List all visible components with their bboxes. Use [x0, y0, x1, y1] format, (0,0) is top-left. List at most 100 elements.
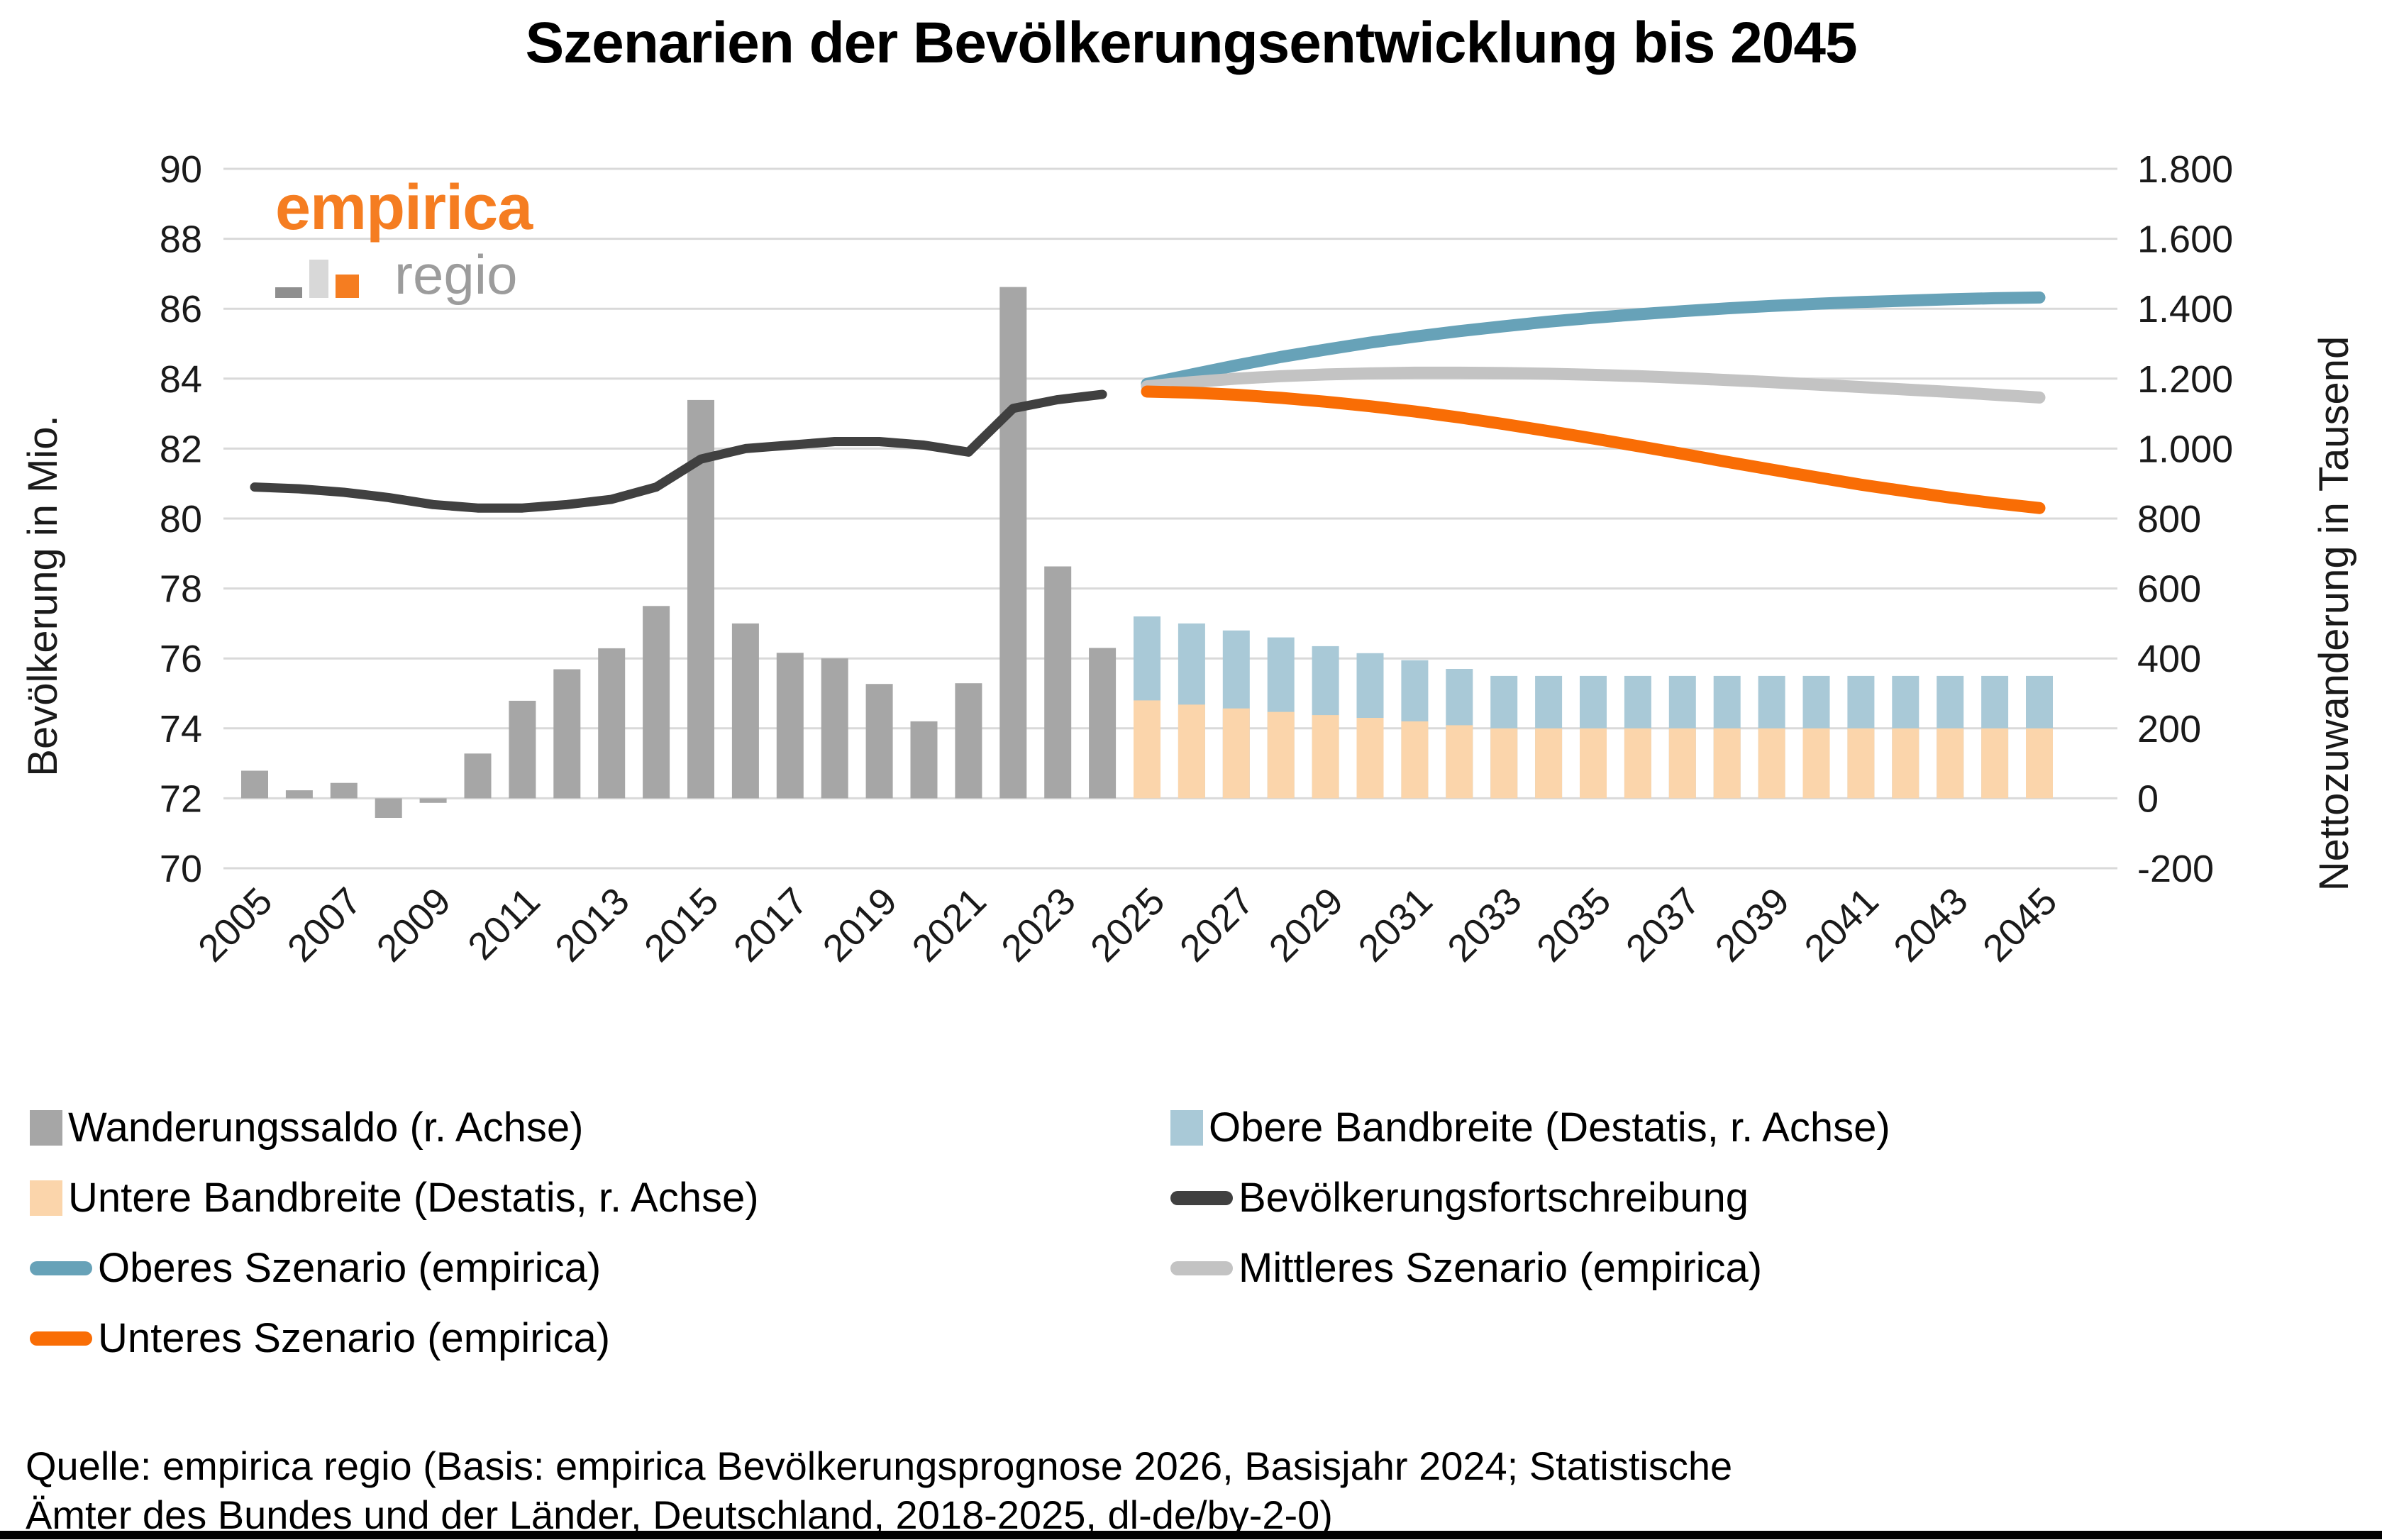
left-axis-tick: 88 [160, 218, 202, 261]
right-axis-tick: -200 [2137, 848, 2214, 890]
x-axis-tick: 2043 [1885, 880, 1976, 970]
x-axis-tick: 2011 [460, 880, 548, 968]
bar [1312, 715, 1339, 799]
logo-bar-icon [275, 287, 302, 299]
logo-wordmark-regio: regio [394, 243, 518, 306]
right-axis-title: Nettozuwanderung in Tausend [2311, 336, 2357, 892]
bar [509, 700, 536, 799]
left-axis-tick: 90 [160, 148, 202, 191]
bar [1802, 728, 1830, 799]
left-axis-tick: 78 [160, 568, 202, 611]
right-axis-tick: 1.200 [2137, 358, 2233, 401]
legend-item: Obere Bandbreite (Destatis, r. Achse) [1170, 1104, 2360, 1151]
bar [865, 684, 893, 799]
x-axis-tick: 2013 [547, 880, 637, 970]
legend-label: Bevölkerungsfortschreibung [1239, 1175, 1749, 1221]
bar [1044, 566, 1072, 799]
logo-bar-icon [309, 260, 328, 299]
x-axis-tick: 2009 [369, 880, 459, 970]
line-series [250, 389, 1107, 513]
line-series [1141, 366, 2046, 404]
right-axis-tick: 200 [2137, 708, 2201, 750]
left-axis-tick: 70 [160, 848, 202, 890]
left-axis-tick: 80 [160, 498, 202, 541]
bar [955, 683, 982, 799]
bar [731, 623, 759, 799]
legend-item: Oberes Szenario (empirica) [30, 1244, 1165, 1292]
left-axis-tick: 84 [160, 358, 202, 401]
bar [285, 790, 313, 799]
legend-line-swatch [30, 1331, 92, 1346]
bottom-border-bar [0, 1531, 2382, 1539]
left-axis-tick: 72 [160, 777, 202, 820]
bar [821, 658, 848, 799]
bar [1089, 648, 1117, 799]
bar [1401, 721, 1429, 799]
x-axis-tick: 2029 [1261, 880, 1351, 970]
legend-label: Unteres Szenario (empirica) [98, 1315, 611, 1361]
bar [1267, 711, 1295, 799]
line-series [1141, 385, 2046, 514]
bar [598, 648, 626, 799]
x-axis-tick: 2007 [279, 880, 370, 970]
legend-item: Unteres Szenario (empirica) [30, 1314, 1165, 1362]
bar [1446, 725, 1473, 799]
legend-label: Oberes Szenario (empirica) [98, 1245, 602, 1291]
legend-label: Obere Bandbreite (Destatis, r. Achse) [1209, 1104, 1890, 1151]
legend-line-swatch [1170, 1261, 1233, 1275]
chart-title: Szenarien der Bevölkerungsentwicklung bi… [525, 11, 1857, 75]
right-axis-tick: 1.600 [2137, 218, 2233, 261]
right-axis-tick: 1.400 [2137, 288, 2233, 331]
x-axis-tick: 2025 [1082, 880, 1173, 970]
bar [1356, 718, 1384, 799]
x-axis-tick: 2037 [1618, 880, 1708, 970]
left-axis-tick: 74 [160, 708, 202, 750]
right-axis-tick: 1.000 [2137, 428, 2233, 470]
legend-line-swatch [1170, 1190, 1233, 1205]
left-axis-tick: 86 [160, 288, 202, 331]
bar [1847, 728, 1875, 799]
x-axis-tick: 2039 [1707, 880, 1797, 970]
bar [464, 753, 492, 799]
right-axis-tick: 800 [2137, 498, 2201, 541]
left-axis-tick: 82 [160, 428, 202, 470]
x-axis-tick: 2005 [190, 880, 280, 970]
source-line-1: Quelle: empirica regio (Basis: empirica … [26, 1444, 1733, 1488]
x-axis-tick: 2033 [1439, 880, 1529, 970]
x-axis-tick: 2031 [1351, 880, 1441, 970]
x-axis-tick: 2045 [1975, 880, 2065, 970]
legend-line-swatch [30, 1261, 92, 1275]
legend-item: Untere Bandbreite (Destatis, r. Achse) [30, 1174, 1165, 1222]
source-line-2: Ämter des Bundes und der Länder, Deutsch… [26, 1492, 1333, 1538]
legend-square-swatch [30, 1180, 62, 1216]
bar [1892, 728, 1920, 799]
right-axis-tick: 1.800 [2137, 148, 2233, 191]
logo-square-icon [336, 275, 359, 299]
bar [1134, 700, 1160, 799]
bar [1713, 728, 1741, 799]
left-axis-title: Bevölkerung in Mio. [20, 415, 66, 776]
bar [419, 798, 447, 803]
right-axis-tick: 400 [2137, 638, 2201, 680]
bar [1222, 708, 1250, 799]
bar [375, 798, 402, 818]
x-axis-tick: 2027 [1172, 880, 1262, 970]
right-axis-tick: 600 [2137, 568, 2201, 611]
logo-wordmark-empirica: empirica [275, 172, 533, 243]
bar [1981, 728, 2009, 799]
bar [1668, 728, 1696, 799]
bar [1758, 728, 1785, 799]
bar [1624, 728, 1651, 799]
legend-label: Mittleres Szenario (empirica) [1239, 1245, 1763, 1291]
legend-label: Wanderungssaldo (r. Achse) [68, 1104, 584, 1151]
bar [999, 287, 1027, 799]
source-note: Quelle: empirica regio (Basis: empirica … [26, 1441, 2373, 1540]
bar [553, 669, 581, 799]
x-axis-tick: 2021 [904, 880, 995, 970]
bar [910, 721, 938, 799]
legend-item: Bevölkerungsfortschreibung [1170, 1174, 2360, 1222]
empirica-regio-logo: empirica regio [275, 172, 533, 306]
bar [330, 782, 358, 799]
bar [776, 653, 804, 799]
legend: Wanderungssaldo (r. Achse) Obere Bandbrei… [30, 1104, 2360, 1362]
